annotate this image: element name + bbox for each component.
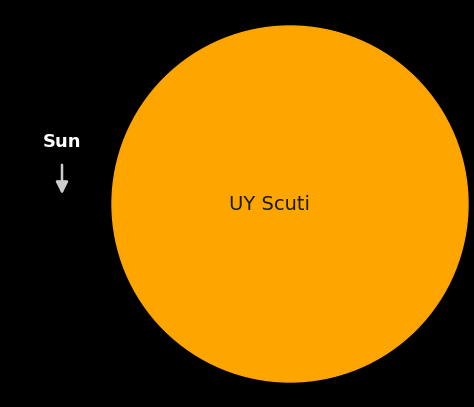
Circle shape bbox=[112, 26, 468, 382]
Text: UY Scuti: UY Scuti bbox=[229, 195, 310, 214]
Text: Sun: Sun bbox=[43, 133, 81, 151]
